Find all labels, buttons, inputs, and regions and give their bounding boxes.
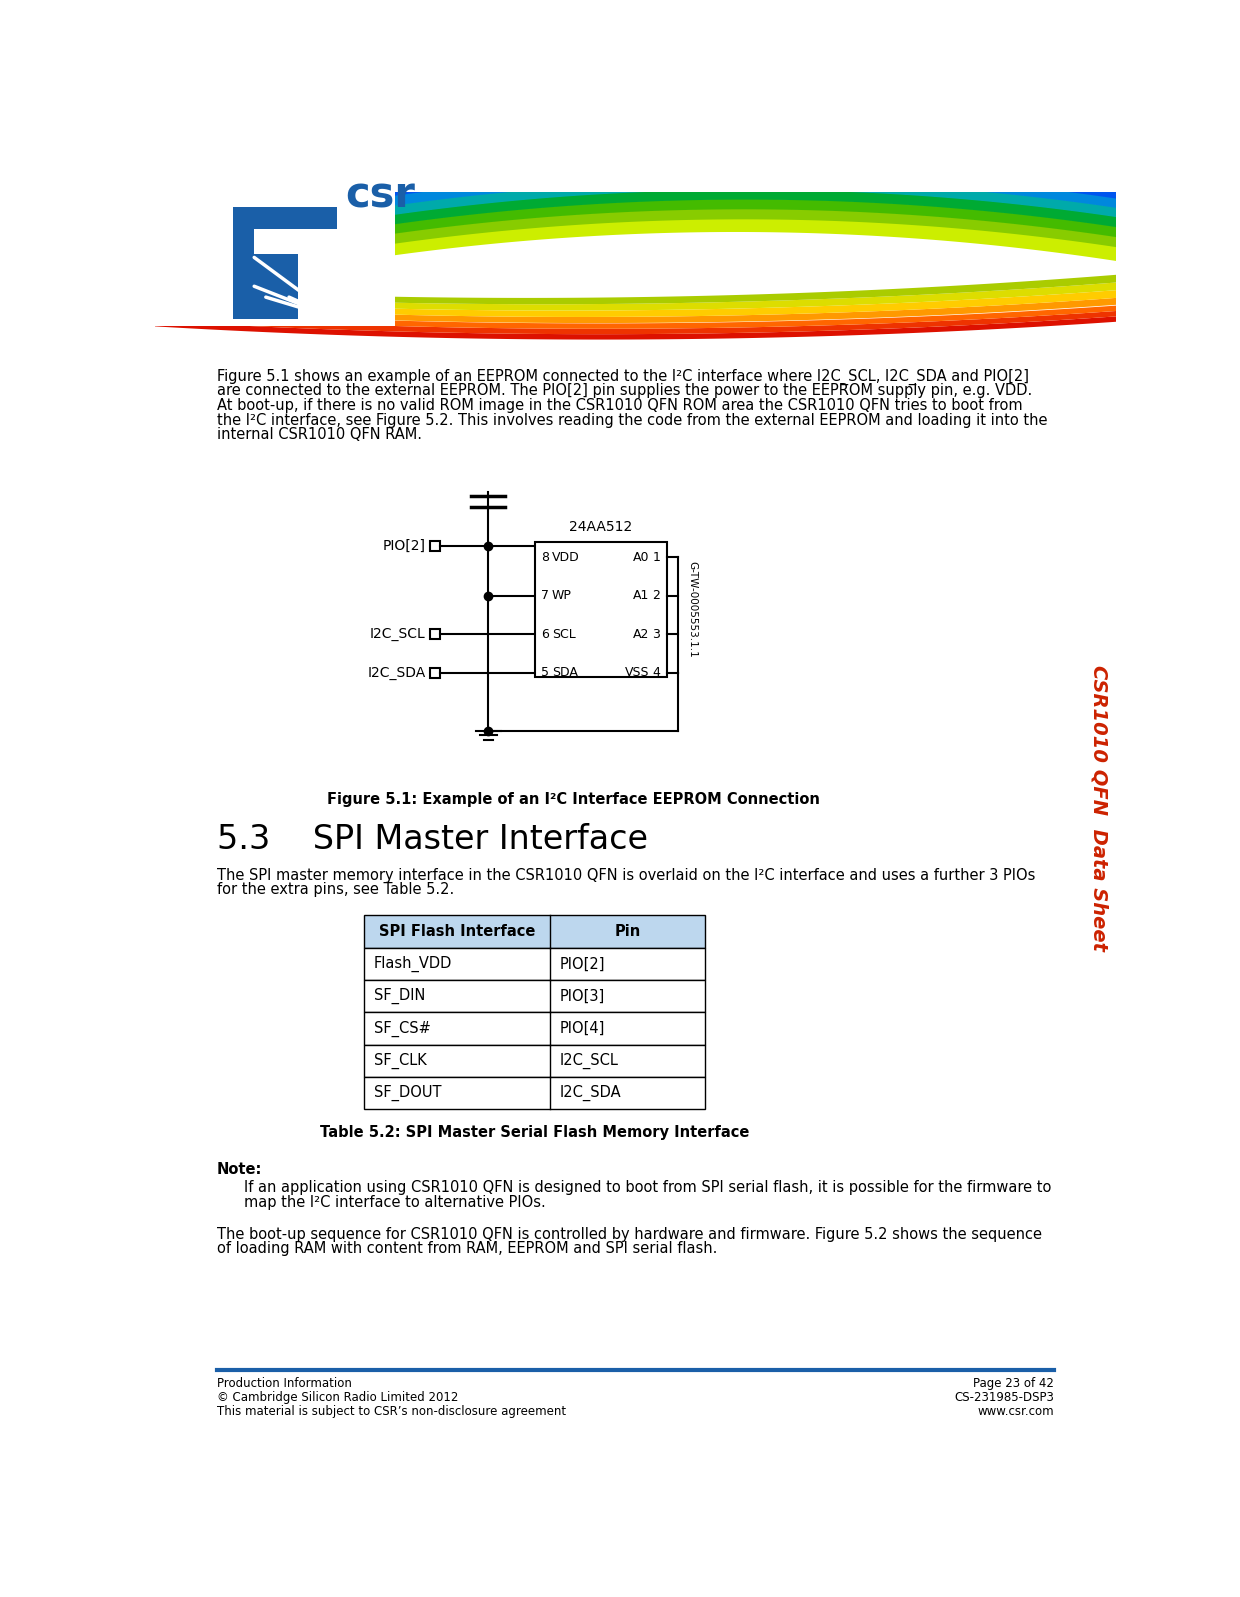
Bar xyxy=(233,208,254,319)
Text: SPI Flash Interface: SPI Flash Interface xyxy=(379,925,536,939)
Text: A2: A2 xyxy=(634,628,650,640)
Text: 1: 1 xyxy=(652,551,660,564)
Text: PIO[2]: PIO[2] xyxy=(382,538,425,553)
Bar xyxy=(365,1012,706,1044)
Text: 24AA512: 24AA512 xyxy=(569,521,632,535)
Text: WP: WP xyxy=(552,589,572,602)
Text: CS-231985-DSP3: CS-231985-DSP3 xyxy=(954,1391,1054,1404)
Text: Flash_VDD: Flash_VDD xyxy=(373,957,451,973)
Bar xyxy=(430,668,440,677)
Polygon shape xyxy=(155,316,1116,340)
Polygon shape xyxy=(155,209,1116,289)
Text: PIO[2]: PIO[2] xyxy=(559,957,605,971)
Text: of loading RAM with content from RAM, EEPROM and SPI serial flash.: of loading RAM with content from RAM, EE… xyxy=(217,1241,718,1257)
Text: SF_CS#: SF_CS# xyxy=(373,1020,430,1036)
Polygon shape xyxy=(155,305,1116,329)
Bar xyxy=(233,208,337,228)
Polygon shape xyxy=(155,299,1116,323)
Text: Pin: Pin xyxy=(615,925,641,939)
Text: csr: csr xyxy=(345,174,414,217)
Text: map the I²C interface to alternative PIOs.: map the I²C interface to alternative PIO… xyxy=(244,1195,546,1211)
Text: VDD: VDD xyxy=(552,551,579,564)
Bar xyxy=(430,541,440,551)
Text: SF_DOUT: SF_DOUT xyxy=(373,1086,441,1102)
Text: © Cambridge Silicon Radio Limited 2012: © Cambridge Silicon Radio Limited 2012 xyxy=(217,1391,459,1404)
Text: the I²C interface, see Figure 5.2. This involves reading the code from the exter: the I²C interface, see Figure 5.2. This … xyxy=(217,412,1048,428)
Text: This material is subject to CSR’s non-disclosure agreement: This material is subject to CSR’s non-di… xyxy=(217,1405,567,1418)
Text: Figure 5.1: Example of an I²C Interface EEPROM Connection: Figure 5.1: Example of an I²C Interface … xyxy=(327,792,820,806)
Text: I2C_SCL: I2C_SCL xyxy=(559,1052,619,1068)
Polygon shape xyxy=(155,311,1116,334)
Text: internal CSR1010 QFN RAM.: internal CSR1010 QFN RAM. xyxy=(217,428,422,442)
Text: are connected to the external EEPROM. The PIO[2] pin supplies the power to the E: are connected to the external EEPROM. Th… xyxy=(217,383,1032,398)
Text: Note:: Note: xyxy=(217,1163,263,1177)
Text: 5.3    SPI Master Interface: 5.3 SPI Master Interface xyxy=(217,822,649,856)
Bar xyxy=(365,1044,706,1076)
Text: VSS: VSS xyxy=(625,666,650,679)
Polygon shape xyxy=(155,150,1116,211)
Text: SF_DIN: SF_DIN xyxy=(373,989,425,1005)
Text: SCL: SCL xyxy=(552,628,575,640)
Polygon shape xyxy=(155,188,1116,270)
Polygon shape xyxy=(155,283,1116,310)
Text: 2: 2 xyxy=(652,589,660,602)
Bar xyxy=(534,541,667,677)
Bar xyxy=(365,981,706,1012)
Text: SF_CLK: SF_CLK xyxy=(373,1052,427,1068)
Text: 7: 7 xyxy=(541,589,549,602)
Bar xyxy=(430,629,440,639)
Text: 5: 5 xyxy=(541,666,549,679)
Polygon shape xyxy=(155,275,1116,303)
Text: PIO[4]: PIO[4] xyxy=(559,1020,605,1036)
Bar xyxy=(365,915,706,947)
Text: 6: 6 xyxy=(541,628,549,640)
Text: I2C_SDA: I2C_SDA xyxy=(559,1086,621,1102)
Text: G-TW-0005553.1.1: G-TW-0005553.1.1 xyxy=(687,561,697,658)
Text: I2C_SDA: I2C_SDA xyxy=(367,666,425,680)
Polygon shape xyxy=(155,163,1116,241)
Text: 8: 8 xyxy=(541,551,549,564)
Text: Figure 5.1 shows an example of an EEPROM connected to the I²C interface where I2: Figure 5.1 shows an example of an EEPROM… xyxy=(217,369,1029,385)
Text: The boot-up sequence for CSR1010 QFN is controlled by hardware and firmware. Fig: The boot-up sequence for CSR1010 QFN is … xyxy=(217,1226,1042,1241)
Text: A1: A1 xyxy=(634,589,650,602)
Bar xyxy=(365,947,706,981)
Text: for the extra pins, see Table 5.2.: for the extra pins, see Table 5.2. xyxy=(217,882,454,898)
Polygon shape xyxy=(155,171,1116,251)
Bar xyxy=(233,254,298,319)
Polygon shape xyxy=(155,291,1116,316)
Polygon shape xyxy=(155,155,1116,220)
Text: 3: 3 xyxy=(652,628,660,640)
Bar xyxy=(365,1076,706,1110)
Text: www.csr.com: www.csr.com xyxy=(977,1405,1054,1418)
Text: 4: 4 xyxy=(652,666,660,679)
Polygon shape xyxy=(155,200,1116,278)
Text: Table 5.2: SPI Master Serial Flash Memory Interface: Table 5.2: SPI Master Serial Flash Memor… xyxy=(320,1124,749,1140)
Text: A0: A0 xyxy=(632,551,650,564)
Text: CSR1010 QFN  Data Sheet: CSR1010 QFN Data Sheet xyxy=(1090,664,1109,950)
Text: SDA: SDA xyxy=(552,666,578,679)
Bar xyxy=(155,192,396,326)
Polygon shape xyxy=(155,219,1116,300)
Polygon shape xyxy=(155,180,1116,260)
Text: Production Information: Production Information xyxy=(217,1378,352,1391)
Text: I2C_SCL: I2C_SCL xyxy=(370,628,425,642)
Text: Page 23 of 42: Page 23 of 42 xyxy=(973,1378,1054,1391)
Polygon shape xyxy=(155,158,1116,232)
Text: PIO[3]: PIO[3] xyxy=(559,989,605,1005)
Text: The SPI master memory interface in the CSR1010 QFN is overlaid on the I²C interf: The SPI master memory interface in the C… xyxy=(217,867,1035,883)
Text: At boot-up, if there is no valid ROM image in the CSR1010 QFN ROM area the CSR10: At boot-up, if there is no valid ROM ima… xyxy=(217,398,1023,414)
Text: If an application using CSR1010 QFN is designed to boot from SPI serial flash, i: If an application using CSR1010 QFN is d… xyxy=(244,1180,1052,1195)
